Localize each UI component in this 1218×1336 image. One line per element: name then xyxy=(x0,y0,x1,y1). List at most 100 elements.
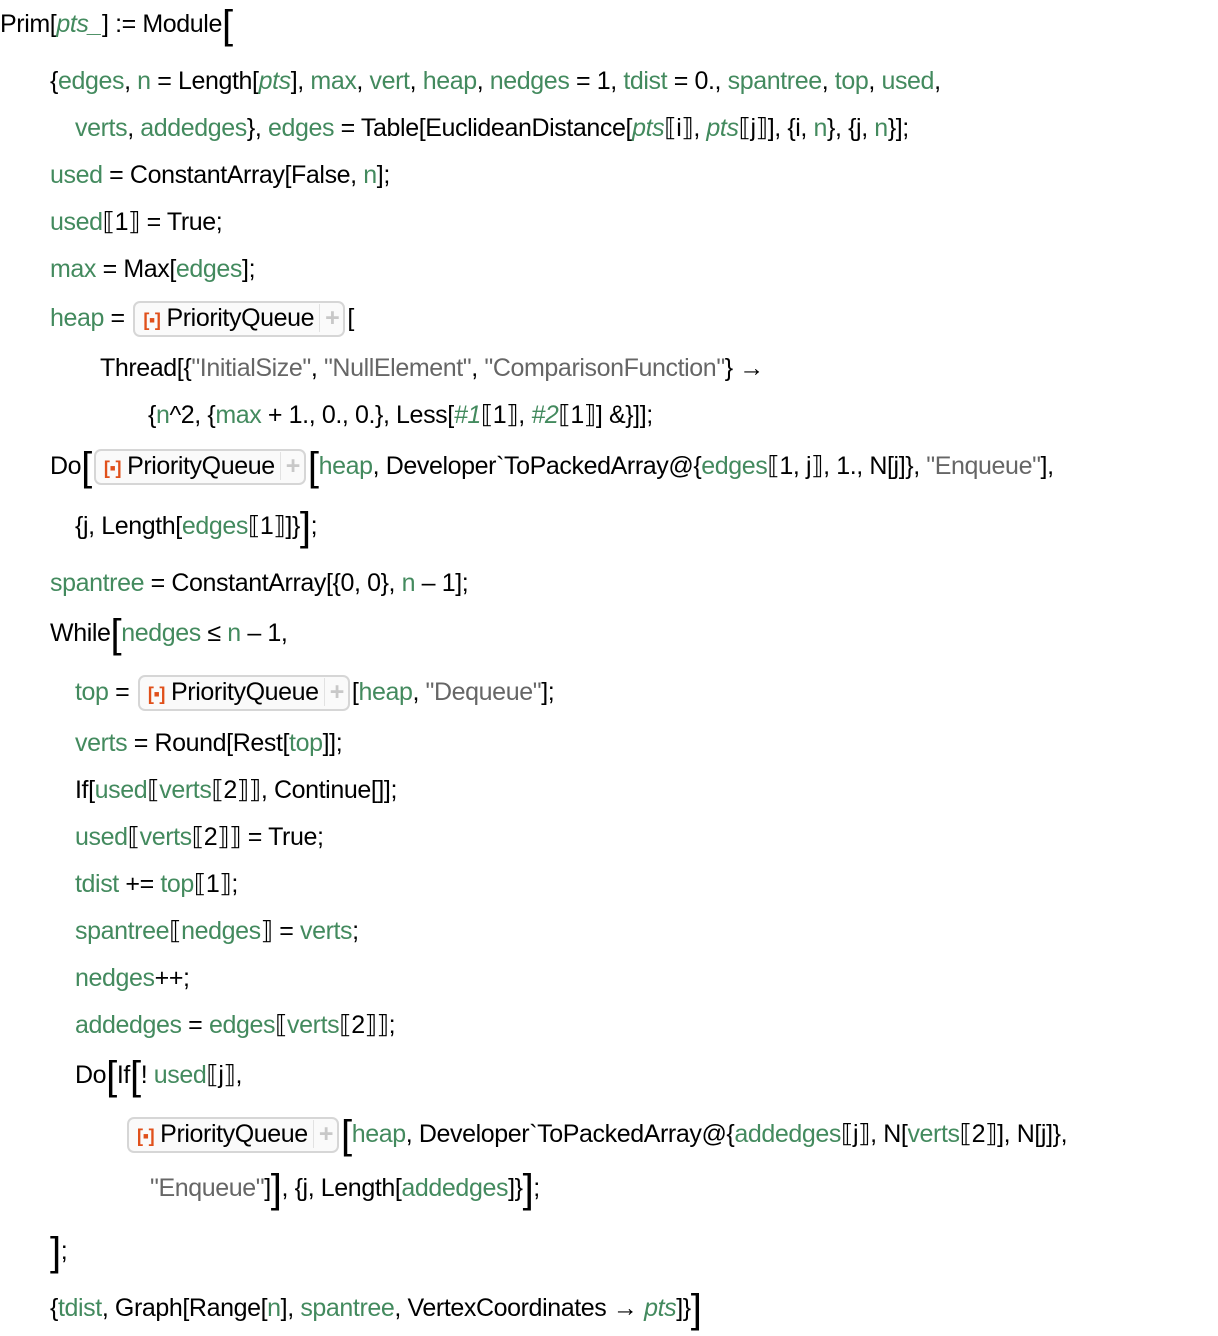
code-token: ]} xyxy=(676,1294,691,1322)
code-line[interactable]: Prim[pts_] := Module[ xyxy=(0,5,233,45)
priorityqueue-label: PriorityQueue xyxy=(127,452,275,480)
bracket-token: ] xyxy=(522,1167,534,1211)
expand-plus-icon[interactable]: + xyxy=(279,452,300,480)
code-token: } → xyxy=(724,354,765,382)
priorityqueue-symbol-box[interactable]: [▪] PriorityQueue + xyxy=(137,675,350,711)
variable-token: n xyxy=(137,67,151,95)
code-line[interactable]: used⟦1⟧ = True; xyxy=(50,205,223,239)
code-line[interactable]: heap = [▪] PriorityQueue +[ xyxy=(50,301,354,337)
priorityqueue-symbol-box[interactable]: [▪] PriorityQueue + xyxy=(127,1117,340,1153)
variable-token: nedges xyxy=(489,67,570,95)
variable-token: heap xyxy=(318,452,373,480)
code-line[interactable]: Thread[{"InitialSize", "NullElement", "C… xyxy=(100,351,764,385)
code-line[interactable]: If[used⟦verts⟦2⟧⟧, Continue[]]; xyxy=(75,773,397,807)
resource-function-icon: [▪] xyxy=(103,458,122,478)
code-line[interactable]: {j, Length[edges⟦1⟧]}]; xyxy=(75,507,318,547)
code-token: }, {j, xyxy=(827,114,875,142)
code-token: ⟦1, j⟧, 1., N[j]}, xyxy=(767,452,927,480)
code-line[interactable]: verts = Round[Rest[top]]; xyxy=(75,726,343,760)
code-token: Do xyxy=(75,1061,107,1089)
code-line[interactable]: used⟦verts⟦2⟧⟧ = True; xyxy=(75,820,324,854)
code-token: ! xyxy=(140,1061,154,1089)
code-token: {j, Length[ xyxy=(75,512,182,540)
resource-function-icon: [▪] xyxy=(143,310,161,330)
priorityqueue-label: PriorityQueue xyxy=(166,304,315,332)
code-token: , xyxy=(127,114,141,142)
string-token: "Enqueue" xyxy=(150,1174,265,1202)
variable-token: verts xyxy=(907,1120,960,1148)
code-line[interactable]: [▪] PriorityQueue + [heap, Developer`ToPack… xyxy=(125,1115,1068,1155)
code-line[interactable]: verts, addedges}, edges = Table[Euclidea… xyxy=(75,111,909,145)
code-token: ] xyxy=(264,1174,271,1202)
code-token: , VertexCoordinates → xyxy=(394,1294,645,1322)
argument-token: pts xyxy=(706,114,739,142)
variable-token: spantree xyxy=(727,67,822,95)
code-token: = xyxy=(104,304,132,332)
code-line[interactable]: Do[[▪] PriorityQueue + [heap, Developer`ToP… xyxy=(50,447,1054,487)
code-line[interactable]: {edges, n = Length[pts], max, vert, heap… xyxy=(50,64,941,98)
code-line[interactable]: {n^2, {max + 1., 0., 0.}, Less[#1⟦1⟧, #2… xyxy=(148,398,653,432)
bracket-token: [ xyxy=(81,445,92,489)
priorityqueue-symbol-box[interactable]: [▪] PriorityQueue + xyxy=(93,449,306,485)
bracket-token: ] xyxy=(270,1167,282,1211)
code-token: – 1]; xyxy=(415,569,469,597)
code-line[interactable]: tdist += top⟦1⟧; xyxy=(75,867,238,901)
code-token: = Length[ xyxy=(150,67,259,95)
code-line[interactable]: "Enqueue"]], {j, Length[addedges]}]; xyxy=(150,1169,540,1209)
code-token: ⟦1⟧] &}]]; xyxy=(558,401,653,429)
code-line[interactable]: {tdist, Graph[Range[n], spantree, Vertex… xyxy=(50,1289,702,1329)
code-token: ; xyxy=(310,512,318,540)
expand-plus-icon[interactable]: + xyxy=(323,678,344,706)
variable-token: used xyxy=(153,1061,207,1089)
code-line[interactable]: ]; xyxy=(50,1232,68,1272)
code-token: }]; xyxy=(887,114,909,142)
code-line[interactable]: top = [▪] PriorityQueue + [heap, "Dequeue"]… xyxy=(75,675,555,711)
variable-token: n xyxy=(401,569,416,597)
code-line[interactable]: spantree⟦nedges⟧ = verts; xyxy=(75,914,359,948)
expand-plus-icon[interactable]: + xyxy=(319,304,340,332)
code-line[interactable]: Do[If[! used⟦j⟧, xyxy=(75,1056,242,1096)
variable-token: heap xyxy=(422,67,477,95)
code-line[interactable]: While[nedges ≤ n – 1, xyxy=(50,614,288,654)
code-token: , xyxy=(471,354,485,382)
resource-function-icon: [▪] xyxy=(137,1126,155,1146)
string-token: "NullElement" xyxy=(323,354,472,382)
code-token: ⟦1⟧, xyxy=(480,401,532,429)
code-token: = xyxy=(181,1011,209,1039)
code-token: ]} xyxy=(508,1174,523,1202)
bracket-token: [ xyxy=(307,445,319,489)
variable-token: verts xyxy=(299,917,353,945)
code-line[interactable]: nedges++; xyxy=(75,961,190,995)
expand-plus-icon[interactable]: + xyxy=(312,1120,333,1148)
variable-token: tdist xyxy=(57,1294,102,1322)
variable-token: edges xyxy=(181,512,249,540)
variable-token: top xyxy=(75,678,109,706)
code-token: If xyxy=(116,1061,130,1089)
variable-token: top xyxy=(160,870,194,898)
bracket-token: ] xyxy=(50,1230,61,1274)
code-token: ⟦j⟧, N[ xyxy=(841,1120,908,1148)
resource-function-icon: [▪] xyxy=(147,684,166,704)
code-line[interactable]: addedges = edges⟦verts⟦2⟧⟧; xyxy=(75,1008,396,1042)
code-token: , xyxy=(310,354,324,382)
variable-token: max xyxy=(215,401,262,429)
priorityqueue-label: PriorityQueue xyxy=(160,1120,308,1148)
variable-token: used xyxy=(50,208,103,236)
code-token: ]; xyxy=(541,678,555,706)
code-token: Prim[ xyxy=(0,10,57,38)
code-token: ⟦2⟧⟧, Continue[]]; xyxy=(211,776,398,804)
argument-token: #2 xyxy=(531,401,559,429)
string-token: "Enqueue" xyxy=(926,452,1041,480)
code-token: ⟦2⟧⟧ = True; xyxy=(191,823,324,851)
bracket-token: [ xyxy=(221,3,233,47)
code-line[interactable]: spantree = ConstantArray[{0, 0}, n – 1]; xyxy=(50,566,469,600)
variable-token: spantree xyxy=(300,1294,395,1322)
code-token: ⟦2⟧⟧; xyxy=(339,1011,396,1039)
code-token: – 1, xyxy=(240,619,288,647)
code-line[interactable]: used = ConstantArray[False, n]; xyxy=(50,158,390,192)
variable-token: edges xyxy=(208,1011,276,1039)
priorityqueue-symbol-box[interactable]: [▪] PriorityQueue + xyxy=(133,301,346,337)
variable-token: edges xyxy=(701,452,768,480)
code-token: { xyxy=(148,401,156,429)
code-line[interactable]: max = Max[edges]; xyxy=(50,252,256,286)
